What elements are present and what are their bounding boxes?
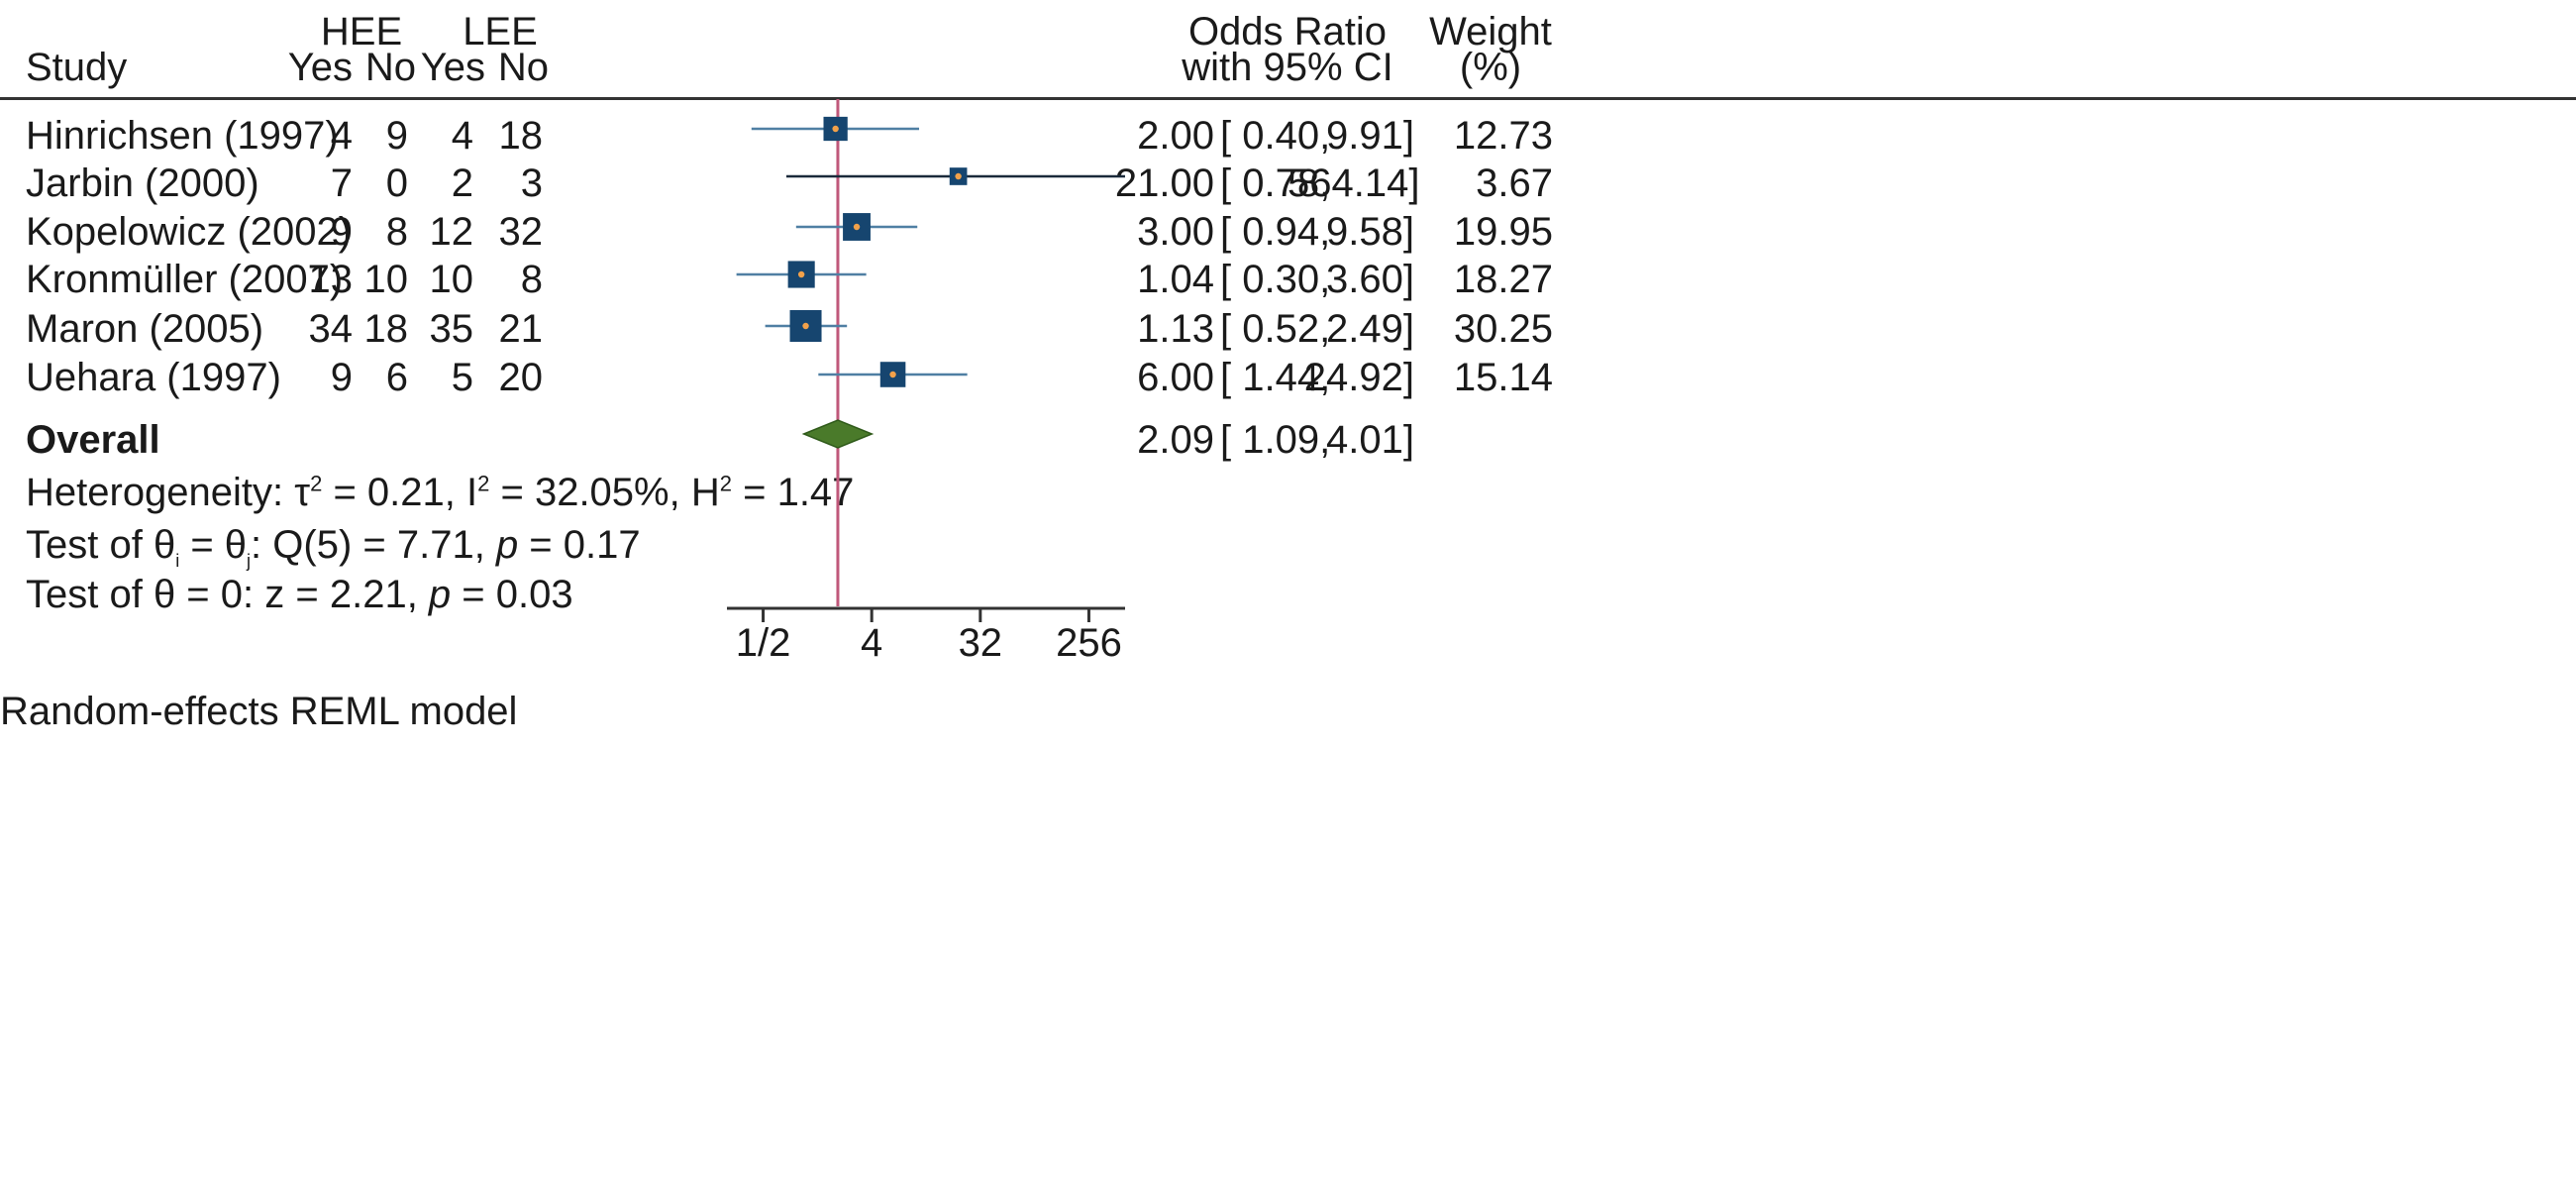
overall-or: 2.09	[1137, 418, 1214, 462]
ci-high-value: 9.58]	[1326, 210, 1414, 254]
lee-yes-count: 35	[429, 307, 474, 351]
overall-label: Overall	[26, 418, 160, 462]
weight-value: 12.73	[1453, 114, 1553, 158]
lee-no-header: No	[497, 46, 549, 89]
ci-high-value: 564.14]	[1288, 161, 1420, 205]
ci-low-value: [ 0.78,	[1220, 161, 1331, 205]
weight-value: 15.14	[1453, 356, 1553, 399]
study-name: Maron (2005)	[26, 307, 264, 351]
or-header-line2: with 95% CI	[1182, 46, 1393, 89]
hee-no-count: 6	[385, 356, 408, 399]
weight-value: 30.25	[1453, 307, 1553, 351]
overall-diamond	[801, 419, 875, 449]
lee-no-count: 21	[498, 307, 544, 351]
weight-header-line2: (%)	[1459, 46, 1522, 89]
point-estimate-dot	[889, 371, 896, 378]
weight-value: 3.67	[1476, 161, 1553, 205]
lee-yes-count: 5	[451, 356, 473, 399]
hee-no-count: 9	[385, 114, 408, 158]
hee-yes-count: 7	[330, 161, 353, 205]
hee-yes-header: Yes	[287, 46, 353, 89]
header-rule	[0, 97, 2576, 100]
ci-low-value: [ 0.40,	[1220, 114, 1331, 158]
study-name: Kronmüller (2007)	[26, 258, 344, 301]
odds-ratio-value: 21.00	[1114, 161, 1214, 205]
study-name: Hinrichsen (1997)	[26, 114, 339, 158]
weight-header-line1: Weight	[1429, 10, 1552, 54]
ci-high-value: 24.92]	[1303, 356, 1414, 399]
point-estimate-dot	[853, 223, 861, 231]
ci-high-value: 2.49]	[1326, 307, 1414, 351]
lee-no-count: 18	[498, 114, 544, 158]
odds-ratio-value: 6.00	[1137, 356, 1214, 399]
overall-ci-high: 4.01]	[1326, 418, 1414, 462]
x-tick-label: 4	[861, 621, 882, 665]
weight-value: 19.95	[1453, 210, 1553, 254]
point-estimate-dot	[955, 172, 962, 180]
lee-no-count: 32	[498, 210, 544, 254]
lee-group-header: LEE	[463, 10, 538, 54]
point-estimate-dot	[802, 322, 809, 330]
hee-no-count: 0	[385, 161, 408, 205]
study-column-header: Study	[26, 46, 128, 89]
hee-no-count: 10	[363, 258, 409, 301]
hee-yes-count: 9	[330, 210, 353, 254]
ci-low-value: [ 0.30,	[1220, 258, 1331, 301]
odds-ratio-value: 1.04	[1137, 258, 1214, 301]
study-name: Kopelowicz (2002)	[26, 210, 353, 254]
homogeneity-test-stat: Test of θi = θj: Q(5) = 7.71, p = 0.17	[26, 523, 641, 571]
lee-no-count: 8	[520, 258, 543, 301]
lee-yes-header: Yes	[420, 46, 485, 89]
lee-yes-count: 12	[429, 210, 474, 254]
point-estimate-dot	[797, 270, 805, 278]
lee-yes-count: 10	[429, 258, 474, 301]
point-estimate-dot	[832, 125, 839, 133]
x-tick-label: 32	[959, 621, 1003, 665]
hee-yes-count: 34	[308, 307, 354, 351]
lee-no-count: 20	[498, 356, 544, 399]
x-tick-label: 1/2	[736, 621, 791, 665]
study-name: Jarbin (2000)	[26, 161, 259, 205]
hee-yes-count: 9	[330, 356, 353, 399]
ci-high-value: 3.60]	[1326, 258, 1414, 301]
study-name: Uehara (1997)	[26, 356, 281, 399]
model-footer: Random-effects REML model	[0, 690, 518, 733]
ci-low-value: [ 0.52,	[1220, 307, 1331, 351]
ci-low-value: [ 0.94,	[1220, 210, 1331, 254]
hee-group-header: HEE	[320, 10, 403, 54]
ci-low-value: [ 1.44,	[1220, 356, 1331, 399]
or-header-line1: Odds Ratio	[1187, 10, 1388, 54]
ci-high-value: 9.91]	[1326, 114, 1414, 158]
odds-ratio-value: 3.00	[1137, 210, 1214, 254]
overall-effect-test-stat: Test of θ = 0: z = 2.21, p = 0.03	[26, 573, 573, 616]
hee-yes-count: 13	[308, 258, 354, 301]
hee-no-count: 8	[385, 210, 408, 254]
hee-yes-count: 4	[330, 114, 353, 158]
hee-no-count: 18	[363, 307, 409, 351]
overall-ci-low: [ 1.09,	[1220, 418, 1331, 462]
lee-yes-count: 4	[451, 114, 473, 158]
odds-ratio-value: 2.00	[1137, 114, 1214, 158]
lee-yes-count: 2	[451, 161, 473, 205]
odds-ratio-value: 1.13	[1137, 307, 1214, 351]
lee-no-count: 3	[520, 161, 543, 205]
heterogeneity-stat: Heterogeneity: τ2 = 0.21, I2 = 32.05%, H…	[26, 471, 855, 514]
hee-no-header: No	[364, 46, 416, 89]
x-tick-label: 256	[1056, 621, 1122, 665]
weight-value: 18.27	[1453, 258, 1553, 301]
